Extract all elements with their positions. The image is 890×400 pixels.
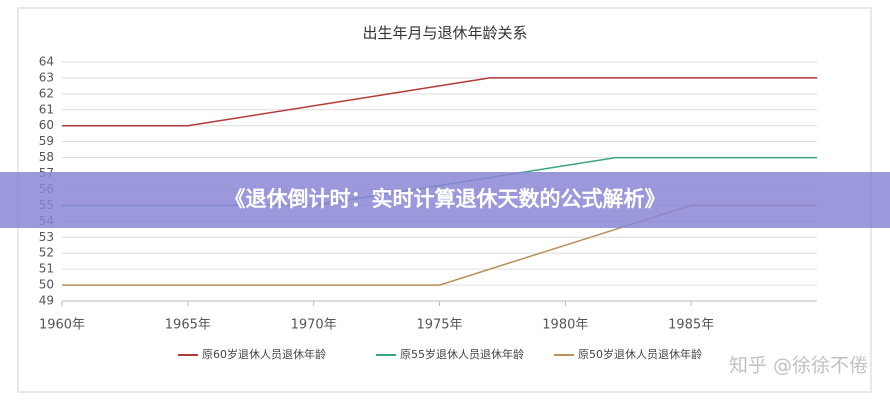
y-tick-label: 58	[39, 150, 54, 164]
y-tick-label: 63	[39, 70, 54, 84]
y-tick-label: 64	[39, 55, 54, 69]
banner-text: 《退休倒计时：实时计算退休天数的公式解析》	[225, 187, 666, 211]
chart-title: 出生年月与退休年龄关系	[362, 24, 527, 42]
x-tick-label: 1960年	[39, 318, 85, 333]
legend-label: 原55岁退休人员退休年龄	[400, 347, 524, 361]
y-tick-label: 50	[39, 278, 54, 292]
y-tick-label: 62	[39, 86, 54, 100]
y-tick-label: 53	[39, 230, 54, 244]
series-line	[62, 77, 817, 127]
x-tick-label: 1975年	[416, 318, 462, 333]
y-tick-label: 52	[39, 246, 54, 260]
y-tick-label: 59	[39, 134, 54, 148]
watermark: 知乎 @徐徐不倦	[729, 355, 868, 377]
y-tick-label: 51	[39, 262, 54, 276]
legend-label: 原50岁退休人员退休年龄	[578, 347, 702, 361]
x-tick-label: 1965年	[165, 318, 211, 333]
y-tick-label: 61	[39, 102, 54, 116]
x-tick-label: 1985年	[668, 318, 714, 333]
banner-band	[0, 172, 890, 228]
y-tick-label: 60	[39, 118, 54, 132]
x-tick-label: 1980年	[542, 318, 588, 333]
y-tick-label: 49	[39, 294, 54, 308]
x-tick-label: 1970年	[291, 318, 337, 333]
legend-label: 原60岁退休人员退休年龄	[202, 347, 326, 361]
